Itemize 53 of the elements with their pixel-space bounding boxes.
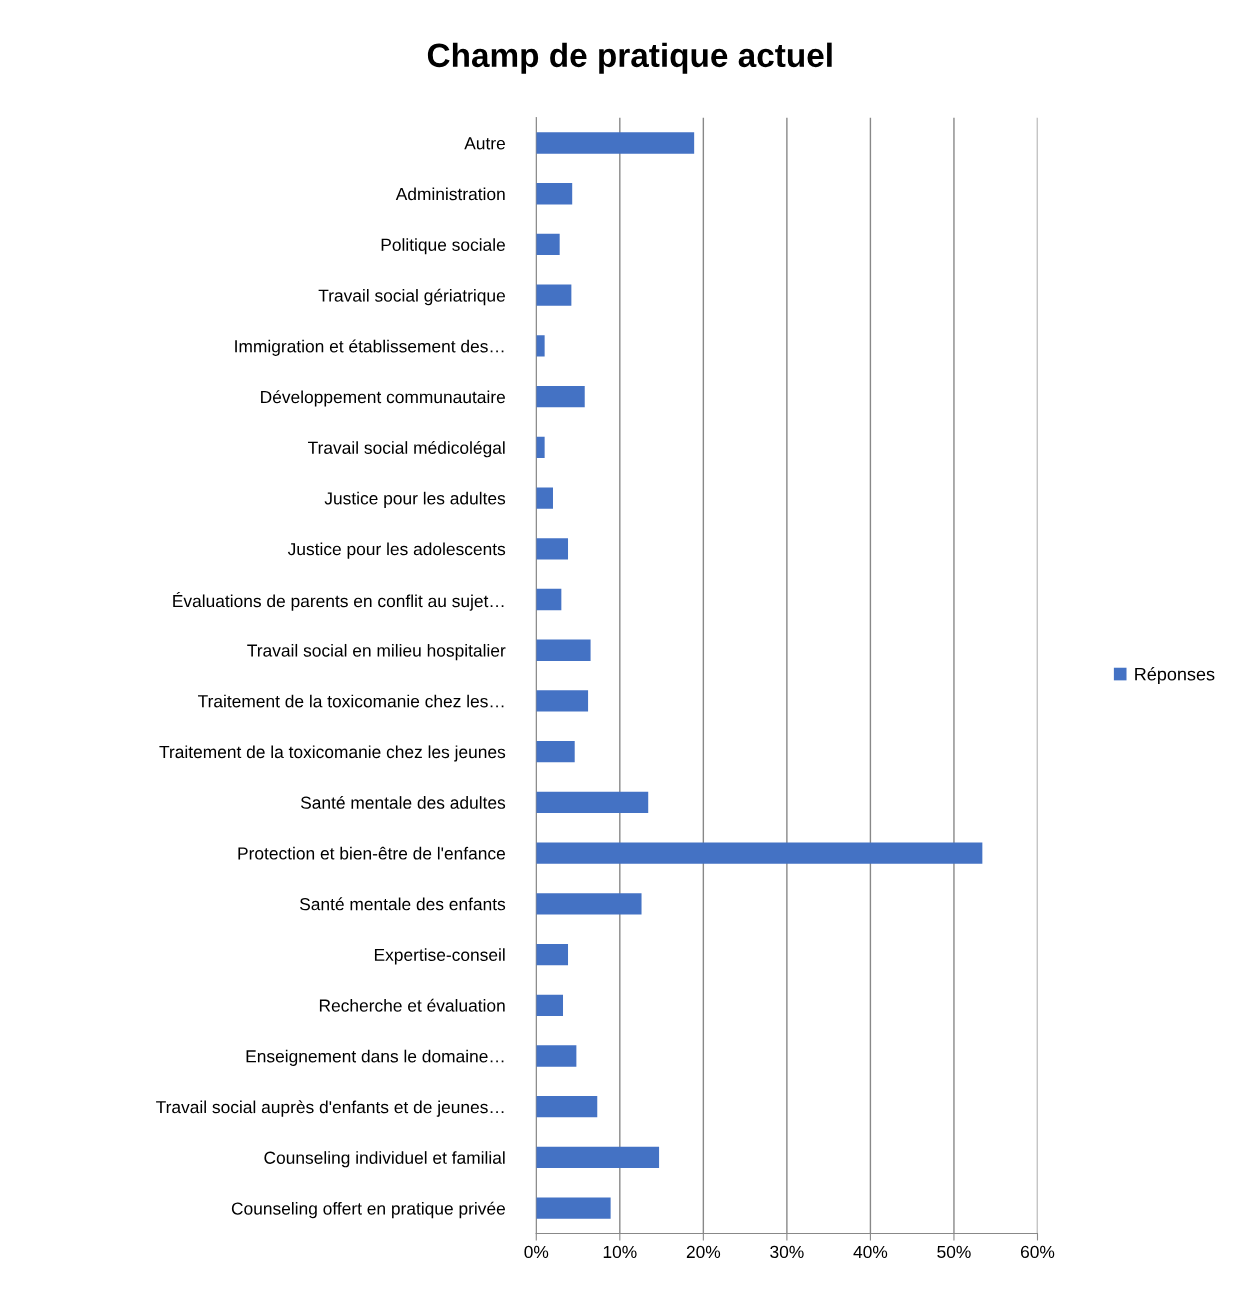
- bar: [536, 842, 983, 864]
- y-tick-label: Counseling individuel et familial: [264, 1151, 505, 1168]
- x-tick-label: 60%: [1020, 1245, 1055, 1259]
- bar: [536, 791, 649, 814]
- y-tick-label: Immigration et établissement des…: [235, 339, 504, 356]
- y-tick-label: Traitement de la toxicomanie chez les jeunes: [159, 745, 506, 762]
- bar: [536, 1146, 660, 1169]
- bar: [536, 741, 575, 763]
- bar: [536, 639, 591, 661]
- y-tick-label: Traitement de la toxicomanie chez les…: [198, 694, 504, 708]
- x-tick-label: 10%: [603, 1245, 637, 1259]
- y-tick-label: Santé mentale des enfants: [299, 897, 506, 911]
- chart-title: Champ de pratique actuel: [427, 42, 832, 74]
- bar: [536, 487, 553, 509]
- bar: [536, 183, 573, 205]
- y-tick-label: Travail social auprès d'enfants et de jeunes…: [156, 1100, 504, 1117]
- bar: [536, 1045, 577, 1067]
- x-tick-label: 0%: [524, 1245, 549, 1259]
- y-tick-label: Justice pour les adultes: [324, 491, 506, 508]
- y-tick-label: Administration: [395, 187, 505, 201]
- y-tick-label: Politique sociale: [381, 238, 505, 255]
- bar: [536, 943, 569, 966]
- x-tick-label: 50%: [937, 1245, 971, 1259]
- y-tick-label: Développement communautaire: [261, 390, 505, 407]
- x-tick-label: 30%: [770, 1245, 804, 1259]
- bar: [536, 233, 560, 256]
- y-tick-label: Évaluations de parents en conflit au sujet…: [173, 591, 504, 611]
- x-tick-label: 40%: [853, 1245, 888, 1259]
- x-tick-label: 20%: [686, 1245, 721, 1259]
- bar: [536, 690, 589, 712]
- y-tick-label: Travail social gériatrique: [318, 288, 505, 306]
- y-tick-label: Expertise-conseil: [374, 948, 505, 965]
- y-tick-label: Enseignement dans le domaine…: [246, 1049, 504, 1066]
- y-tick-label: Travail social médicolégal: [308, 440, 505, 458]
- bar: [536, 538, 569, 560]
- bar: [536, 588, 562, 611]
- y-tick-label: Protection et bien-être de l'enfance: [238, 846, 505, 860]
- bar: [536, 1096, 598, 1118]
- bar: [536, 994, 564, 1016]
- legend-label: Réponses: [1135, 667, 1215, 685]
- bar: [536, 284, 572, 306]
- y-tick-label: Santé mentale des adultes: [300, 795, 506, 809]
- bar: [536, 132, 695, 154]
- y-tick-label: Justice pour les adolescents: [287, 542, 506, 559]
- y-tick-label: Autre: [464, 137, 505, 150]
- bar: [536, 385, 585, 408]
- bar: [536, 893, 642, 915]
- y-tick-label: Counseling offert en pratique privée: [231, 1201, 505, 1219]
- bar: [536, 1197, 611, 1219]
- y-tick-label: Recherche et évaluation: [319, 998, 505, 1012]
- bar: [536, 436, 545, 458]
- y-tick-label: Travail social en milieu hospitalier: [247, 643, 506, 661]
- bar: [536, 335, 545, 357]
